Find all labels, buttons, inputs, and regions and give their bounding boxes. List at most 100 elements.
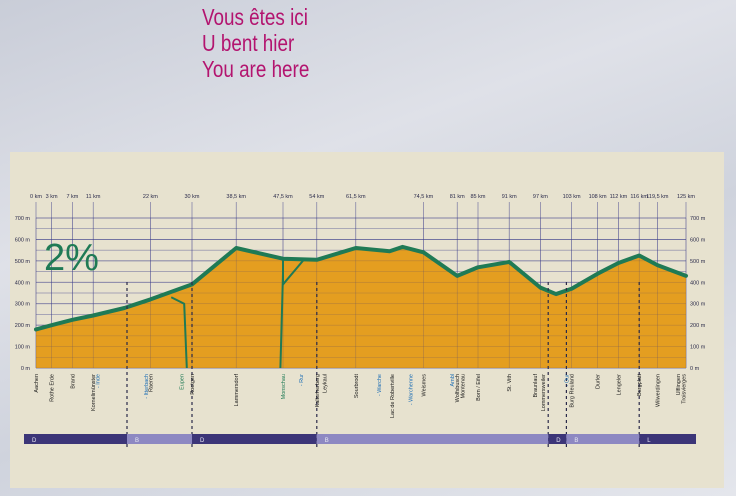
km-label: 81 km [450, 194, 465, 200]
place-label: - Our [564, 374, 570, 387]
km-label: 116 km [630, 194, 648, 200]
place-label: Burg Reuland [570, 374, 576, 408]
place-label: Ambl [450, 374, 456, 387]
place-label: Rothe Erde [50, 374, 56, 402]
country-code: D [200, 438, 205, 444]
place-labels: Aachen Rothe Erde Brand Kornelimünster- Ind… [34, 374, 687, 419]
y-tick-label: 300 m [690, 302, 706, 308]
place-label: - Warchenne [408, 374, 414, 405]
km-label: 0 km [30, 194, 42, 200]
place-label: Eupen [180, 374, 186, 390]
y-tick-label: 400 m [690, 280, 706, 286]
km-label: 7 km [66, 194, 78, 200]
country-bar [24, 434, 127, 444]
country-code: D [556, 438, 561, 444]
y-tick-label: 600 m [690, 237, 706, 243]
country-code: B [325, 438, 329, 444]
country-bar [639, 434, 696, 444]
elevation-profile-board: 0 km 3 km 7 km 11 km 22 km 30 km 38,5 km 47,5 k… [10, 152, 724, 488]
profile-spur [170, 296, 188, 369]
place-label: Roetgen [190, 374, 196, 395]
y-tick-label: 200 m [690, 323, 706, 329]
place-label: Leykaul [323, 374, 329, 393]
place-label: - Inde [95, 374, 101, 388]
country-code: D [32, 438, 37, 444]
country-code: L [647, 438, 651, 444]
border-markers [126, 282, 640, 448]
place-label: Wilwerdingen [655, 374, 661, 407]
y-tick-label: 500 m [15, 259, 31, 265]
km-label: 91 km [502, 194, 517, 200]
y-tick-label: 700 m [15, 216, 31, 222]
you-are-here-french: Vous êtes ici [202, 4, 308, 30]
km-label: 3 km [46, 194, 58, 200]
km-label: 47,5 km [273, 194, 293, 200]
km-labels: 0 km 3 km 7 km 11 km 22 km 30 km 38,5 km 47,5 k… [30, 194, 695, 200]
km-label: 11 km [86, 194, 101, 200]
country-bar [192, 434, 317, 444]
place-label: Lac de Robertville [390, 374, 396, 418]
km-label: 112 km [610, 194, 628, 200]
place-label: Weismes [421, 374, 427, 397]
y-tick-label: 100 m [690, 345, 706, 351]
place-label: Sourbrodt [354, 374, 360, 399]
y-axis-left: 0 m 100 m 200 m 300 m 400 m 500 m 600 m 700 m [15, 216, 31, 372]
km-label: 38,5 km [226, 194, 246, 200]
y-axis-right: 0 m 100 m 200 m 300 m 400 m 500 m 600 m 700 m [690, 216, 706, 372]
place-label: Lengeler [616, 374, 622, 396]
elevation-profile-chart: 0 km 3 km 7 km 11 km 22 km 30 km 38,5 km 47,5 k… [15, 194, 706, 448]
place-label: Lammersdorf [234, 374, 240, 407]
place-label: Aachen [34, 374, 40, 393]
y-tick-label: 400 m [15, 280, 31, 286]
y-tick-label: 0 m [690, 366, 700, 372]
country-bar [566, 434, 640, 444]
km-label: 103 km [563, 194, 581, 200]
y-tick-label: 500 m [690, 259, 706, 265]
km-label: 108 km [589, 194, 607, 200]
place-label: Kornelimünster [91, 374, 97, 411]
y-tick-label: 200 m [15, 323, 31, 329]
place-label: Durler [596, 374, 602, 389]
place-label: St. Vith [507, 374, 513, 392]
you-are-here-english: You are here [202, 56, 310, 82]
km-label: 61,5 km [346, 194, 366, 200]
km-label: 125 km [677, 194, 695, 200]
place-label: - Rur [299, 374, 305, 386]
country-bar [127, 434, 192, 444]
you-are-here-banner: Vous êtes ici U bent hier You are here [202, 4, 309, 82]
place-label: Brand [70, 374, 76, 389]
place-label: Raeren [148, 374, 154, 392]
place-label: Monschau [281, 374, 287, 399]
profile-fill [36, 246, 686, 368]
gradient-label: 2% [44, 237, 99, 279]
km-label: 119,5 km [646, 194, 669, 200]
place-label: Wolfsbusch [455, 374, 461, 402]
place-label: Born / Eifel [476, 374, 482, 401]
you-are-here-dutch: U bent hier [202, 30, 295, 56]
place-label: Braunlauf [533, 374, 539, 398]
country-bar [316, 434, 549, 444]
km-label: 85 km [471, 194, 486, 200]
country-code: B [574, 438, 578, 444]
y-tick-label: 100 m [15, 345, 31, 351]
place-label: - Itterbach [144, 374, 150, 399]
km-label: 22 km [143, 194, 158, 200]
profile-spur [279, 273, 284, 369]
km-label: 74,5 km [414, 194, 434, 200]
y-tick-label: 700 m [690, 216, 706, 222]
y-tick-label: 600 m [15, 237, 31, 243]
profile-line [34, 244, 688, 332]
y-tick-label: 0 m [21, 366, 31, 372]
place-label: Troisvierges [681, 374, 687, 404]
y-tick-label: 300 m [15, 302, 31, 308]
profile-area [34, 217, 688, 369]
country-bar [548, 434, 567, 444]
place-label: Montenau [460, 374, 466, 398]
km-label: 54 km [309, 194, 324, 200]
place-label: - Warche [377, 374, 383, 396]
place-label: Burgplatt [637, 374, 643, 396]
place-label: Kalterherberg [315, 374, 321, 407]
place-label: Ulflingen [676, 374, 682, 395]
km-label: 30 km [185, 194, 200, 200]
